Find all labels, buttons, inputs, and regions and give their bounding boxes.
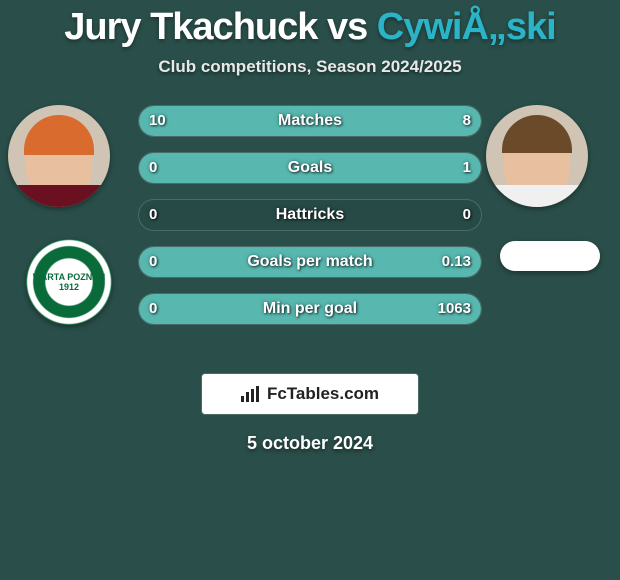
stat-label: Goals per match xyxy=(139,247,481,277)
title-vs: vs xyxy=(317,6,376,48)
title-player-left: Jury Tkachuck xyxy=(64,6,317,48)
stat-bar: 00Hattricks xyxy=(138,199,482,231)
page-title: Jury Tkachuck vs CywiÅ„ski xyxy=(0,0,620,49)
stat-bar: 01Goals xyxy=(138,152,482,184)
brand-badge[interactable]: FcTables.com xyxy=(201,373,419,415)
stat-bar: 108Matches xyxy=(138,105,482,137)
stat-label: Matches xyxy=(139,106,481,136)
title-player-right: CywiÅ„ski xyxy=(377,6,556,48)
stats-area: WARTA POZNAŃ 1912 108Matches 01Goals 00Hat… xyxy=(0,105,620,365)
stat-bar: 00.13Goals per match xyxy=(138,246,482,278)
face-placeholder-icon xyxy=(486,105,588,207)
face-placeholder-icon xyxy=(8,105,110,207)
club-badge-right xyxy=(500,241,600,271)
subtitle: Club competitions, Season 2024/2025 xyxy=(0,57,620,77)
club-badge-left: WARTA POZNAŃ 1912 xyxy=(26,239,112,325)
date: 5 october 2024 xyxy=(0,433,620,454)
club-badge-left-text: WARTA POZNAŃ 1912 xyxy=(26,272,112,292)
player-left-photo xyxy=(8,105,110,207)
stat-label: Goals xyxy=(139,153,481,183)
player-right-photo xyxy=(486,105,588,207)
chart-icon xyxy=(241,386,261,402)
stat-bars: 108Matches 01Goals 00Hattricks 00.13Goals p… xyxy=(138,105,482,340)
stat-label: Hattricks xyxy=(139,200,481,230)
stat-bar: 01063Min per goal xyxy=(138,293,482,325)
brand-text: FcTables.com xyxy=(267,384,379,404)
comparison-card: Jury Tkachuck vs CywiÅ„ski Club competit… xyxy=(0,0,620,580)
stat-label: Min per goal xyxy=(139,294,481,324)
